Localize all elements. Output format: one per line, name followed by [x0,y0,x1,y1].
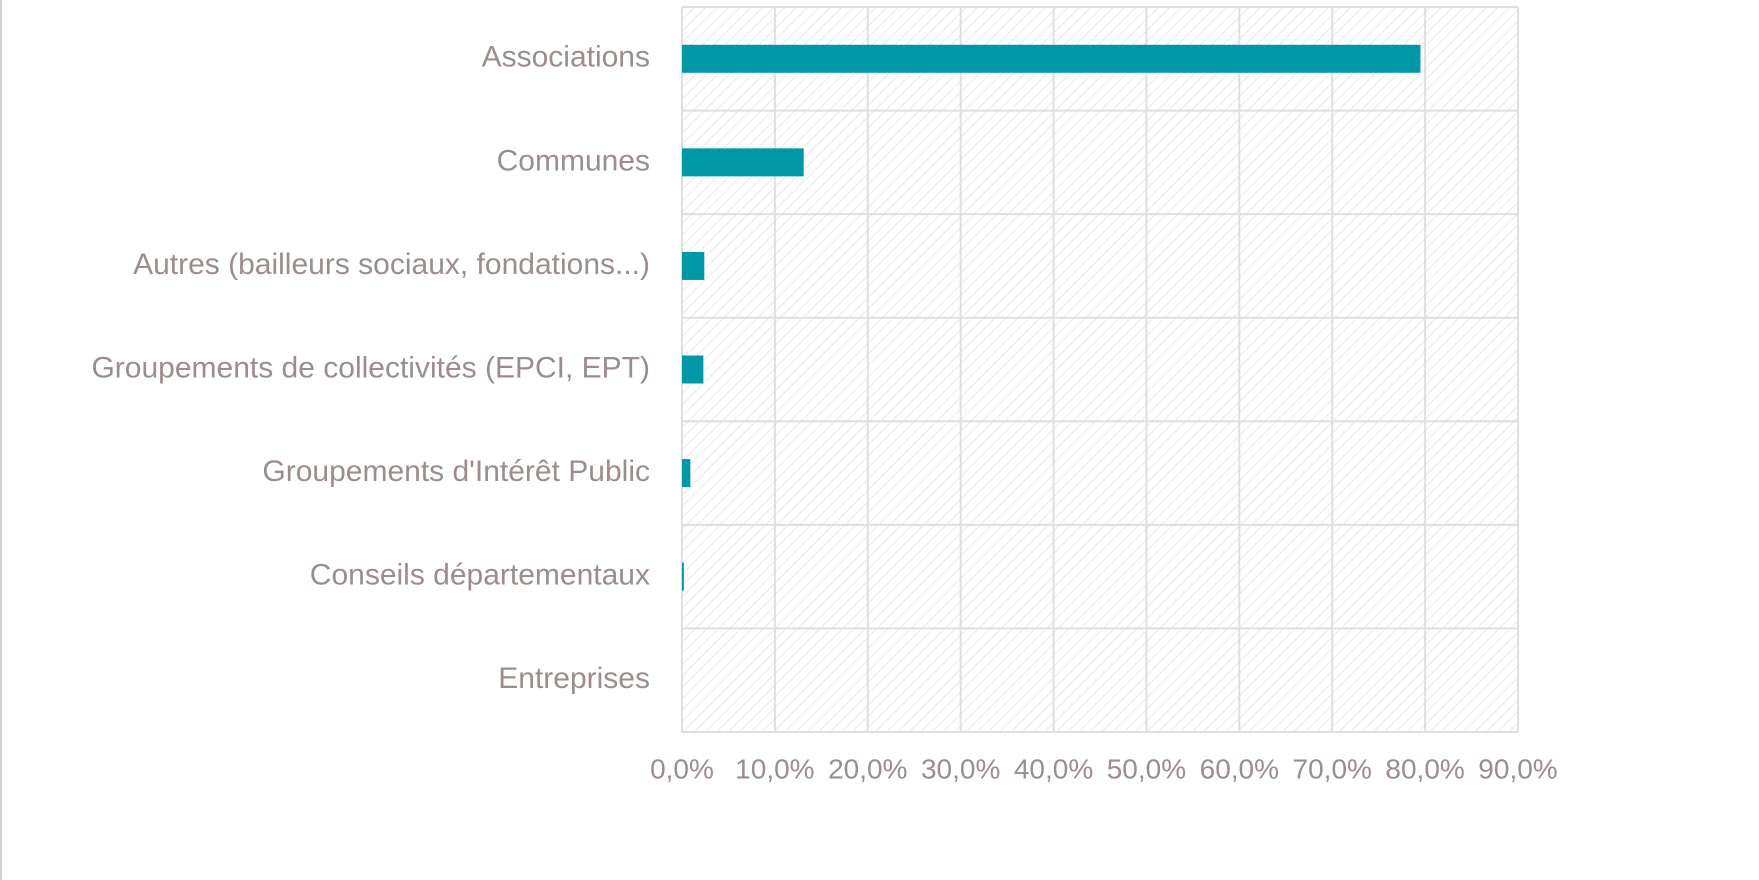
y-tick-label: Associations [482,41,650,74]
bar [682,355,704,384]
x-tick-label: 80,0% [1385,753,1464,784]
y-tick-label: Groupements de collectivités (EPCI, EPT) [91,351,650,384]
bar [682,148,804,177]
y-tick-label: Groupements d'Intérêt Public [262,455,650,488]
x-tick-label: 20,0% [828,753,907,784]
bar [682,459,691,488]
y-tick-label: Communes [497,144,650,177]
plot-background [682,7,1518,732]
x-tick-label: 40,0% [1014,753,1093,784]
x-tick-label: 50,0% [1107,753,1186,784]
bar [682,562,684,591]
bar [682,251,705,280]
x-tick-label: 0,0% [650,753,714,784]
x-tick-label: 10,0% [735,753,814,784]
x-tick-label: 70,0% [1293,753,1372,784]
y-tick-label: Conseils départementaux [310,559,650,592]
bar [682,44,1421,73]
x-tick-label: 90,0% [1478,753,1557,784]
x-tick-label: 30,0% [921,753,1000,784]
y-tick-label: Entreprises [498,662,650,695]
y-tick-label: Autres (bailleurs sociaux, fondations...… [133,248,650,281]
x-tick-label: 60,0% [1200,753,1279,784]
